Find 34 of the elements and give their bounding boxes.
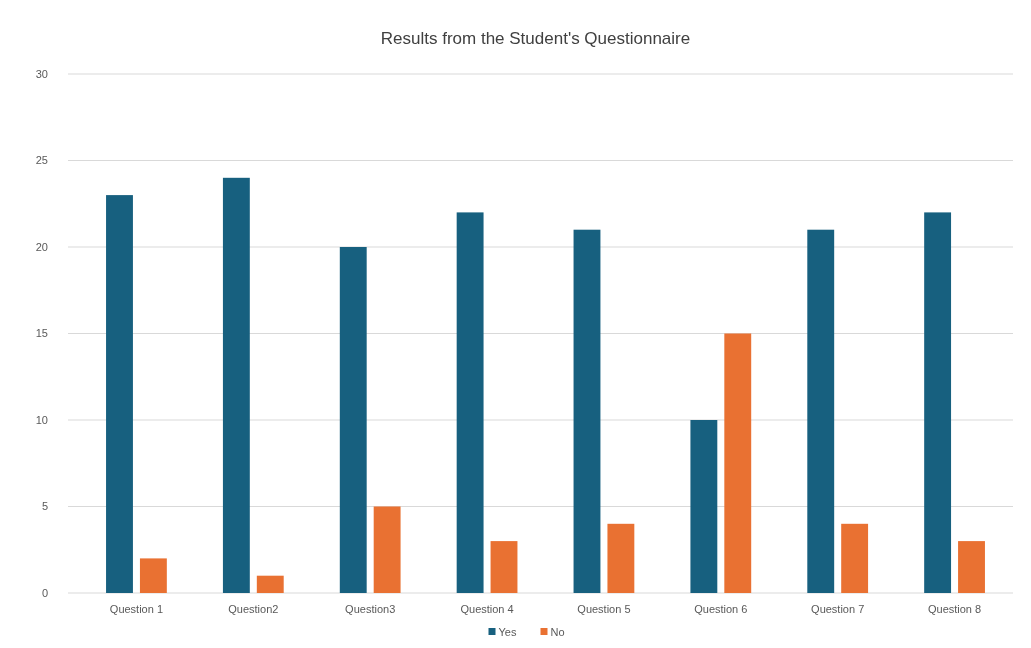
x-tick-label: Question 4 xyxy=(460,603,514,615)
bar xyxy=(373,506,401,593)
x-tick-label: Question 5 xyxy=(577,603,631,615)
chart-title: Results from the Student's Questionnaire xyxy=(380,29,691,48)
y-tick-label: 25 xyxy=(35,154,48,167)
bar xyxy=(222,177,250,593)
y-tick-label: 15 xyxy=(35,327,48,340)
y-tick-label: 5 xyxy=(41,500,48,513)
y-tick-label: 20 xyxy=(35,240,48,253)
legend-label: No xyxy=(550,626,565,638)
legend-label: Yes xyxy=(498,626,517,638)
bar xyxy=(607,523,635,593)
bar xyxy=(807,229,835,593)
bar xyxy=(690,420,718,593)
x-tick-label: Question 1 xyxy=(109,603,164,615)
bar xyxy=(456,212,484,593)
y-tick-label: 0 xyxy=(41,586,48,599)
x-tick-label: Question 8 xyxy=(927,603,982,615)
bar xyxy=(256,575,284,593)
x-tick-label: Question2 xyxy=(228,603,279,615)
x-tick-label: Question 7 xyxy=(811,603,865,615)
bar xyxy=(139,558,167,593)
bar xyxy=(958,541,985,593)
y-tick-label: 30 xyxy=(35,67,48,80)
bar xyxy=(724,333,752,593)
bar xyxy=(573,229,601,593)
bar xyxy=(106,195,133,593)
bar xyxy=(339,247,367,593)
x-tick-label: Question3 xyxy=(345,603,396,615)
x-tick-label: Question 6 xyxy=(694,603,748,615)
y-tick-label: 10 xyxy=(35,413,48,426)
bar xyxy=(924,212,952,593)
bar xyxy=(841,523,869,593)
bar xyxy=(490,541,518,593)
